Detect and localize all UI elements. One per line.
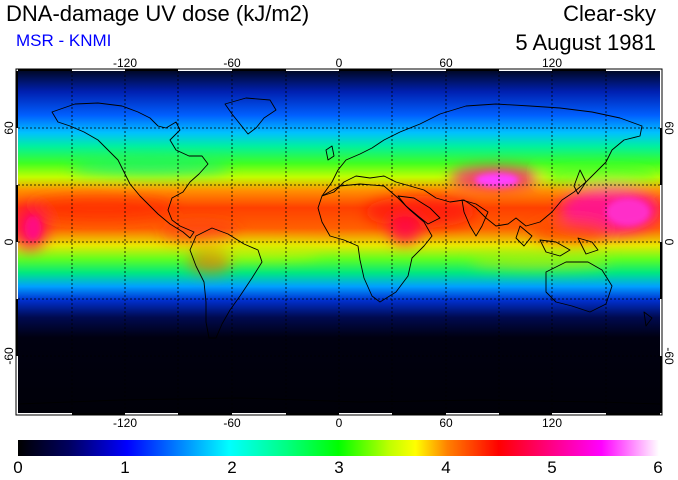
- lat-label-right: -60: [662, 347, 676, 365]
- map-date-label: 5 August 1981: [515, 30, 656, 55]
- colorbar-tick-label: 4: [441, 458, 451, 477]
- lat-label-left: 60: [2, 121, 16, 135]
- lon-label-top: -120: [113, 56, 137, 70]
- colorbar-tick-label: 1: [120, 458, 130, 477]
- lat-label-right: 60: [662, 121, 676, 135]
- lat-label-right: 0: [662, 239, 676, 246]
- coastlines: [18, 97, 660, 405]
- uv-field: [18, 71, 660, 413]
- map-title: DNA-damage UV dose (kJ/m2): [6, 1, 310, 26]
- sky-condition-label: Clear-sky: [563, 1, 656, 26]
- frame-border: [16, 69, 662, 415]
- colorbar-tick-label: 2: [227, 458, 237, 477]
- graticule: [18, 71, 660, 413]
- lon-label-top: 60: [439, 56, 453, 70]
- lon-label-bottom: 0: [336, 416, 343, 430]
- lat-label-left: -60: [2, 347, 16, 365]
- lon-label-top: 120: [542, 56, 562, 70]
- lon-label-bottom: 120: [542, 416, 562, 430]
- map-source-label: MSR - KNMI: [16, 31, 112, 50]
- lon-label-top: 0: [336, 56, 343, 70]
- colorbar-tick-label: 3: [334, 458, 344, 477]
- colorbar-tick-label: 5: [547, 458, 557, 477]
- colorbar: [18, 440, 659, 456]
- lon-label-bottom: -60: [223, 416, 241, 430]
- lat-label-left: 0: [2, 238, 16, 245]
- lon-label-bottom: 60: [439, 416, 453, 430]
- colorbar-tick-label: 0: [13, 458, 23, 477]
- lon-label-bottom: -120: [113, 416, 137, 430]
- colorbar-tick-label: 6: [653, 458, 663, 477]
- lon-label-top: -60: [223, 56, 241, 70]
